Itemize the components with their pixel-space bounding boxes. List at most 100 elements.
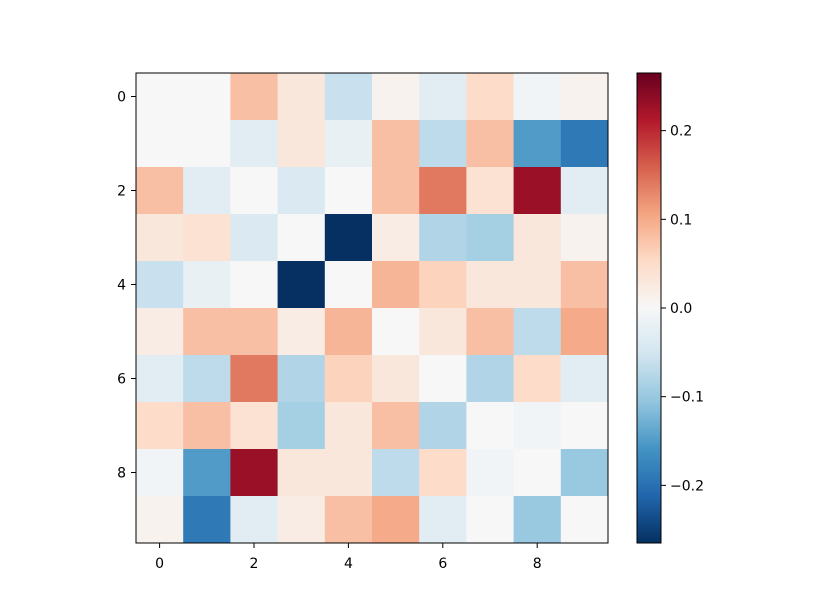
heatmap-cell bbox=[560, 73, 609, 121]
heatmap-cell bbox=[419, 214, 467, 262]
colorbar-tick-label: −0.1 bbox=[670, 390, 704, 406]
y-tick-label: 0 bbox=[117, 90, 126, 106]
heatmap-cell bbox=[466, 214, 515, 262]
colorbar-tick-label: −0.2 bbox=[670, 478, 704, 494]
colorbar bbox=[636, 72, 662, 544]
heatmap-cell bbox=[419, 308, 467, 356]
heatmap-cell bbox=[419, 496, 467, 544]
heatmap-cell bbox=[560, 214, 609, 262]
heatmap-cell bbox=[513, 73, 562, 121]
heatmap-cell bbox=[372, 449, 420, 497]
heatmap-cell bbox=[513, 167, 562, 215]
heatmap-cell bbox=[277, 120, 326, 168]
heatmap-cell bbox=[230, 214, 279, 262]
heatmap-cell bbox=[230, 449, 279, 497]
heatmap-cell bbox=[183, 496, 231, 544]
heatmap-cell bbox=[324, 73, 373, 121]
heatmap-cell bbox=[183, 261, 231, 309]
heatmap-cell bbox=[324, 261, 373, 309]
heatmap-cell bbox=[372, 308, 420, 356]
heatmap-cell bbox=[277, 214, 326, 262]
heatmap-cell bbox=[277, 355, 326, 403]
y-tick-label: 8 bbox=[117, 466, 126, 482]
heatmap-cell bbox=[324, 402, 373, 450]
heatmap-cell bbox=[230, 73, 279, 121]
heatmap-cell bbox=[560, 355, 609, 403]
heatmap-cell bbox=[136, 261, 184, 309]
heatmap-cell bbox=[419, 167, 467, 215]
heatmap-cell bbox=[183, 449, 231, 497]
heatmap-cell bbox=[372, 73, 420, 121]
heatmap-cell bbox=[372, 496, 420, 544]
heatmap-cell bbox=[183, 402, 231, 450]
heatmap-cell bbox=[513, 355, 562, 403]
y-tick-label: 2 bbox=[117, 184, 126, 200]
heatmap-cell bbox=[277, 261, 326, 309]
heatmap-cells bbox=[136, 73, 609, 544]
heatmap-cell bbox=[230, 167, 279, 215]
heatmap-cell bbox=[466, 355, 515, 403]
heatmap-cell bbox=[136, 120, 184, 168]
heatmap-cell bbox=[560, 120, 609, 168]
heatmap-cell bbox=[183, 214, 231, 262]
colorbar-tick-label: 0.2 bbox=[670, 124, 692, 140]
heatmap-cell bbox=[419, 402, 467, 450]
heatmap-cell bbox=[136, 449, 184, 497]
heatmap-cell bbox=[324, 214, 373, 262]
heatmap-cell bbox=[560, 402, 609, 450]
heatmap-cell bbox=[372, 261, 420, 309]
heatmap-cell bbox=[324, 496, 373, 544]
heatmap-cell bbox=[466, 120, 515, 168]
heatmap-cell bbox=[324, 120, 373, 168]
heatmap-cell bbox=[560, 261, 609, 309]
heatmap-cell bbox=[513, 261, 562, 309]
heatmap-cell bbox=[372, 167, 420, 215]
heatmap-cell bbox=[419, 449, 467, 497]
heatmap-cell bbox=[277, 73, 326, 121]
x-axis-ticks: 0 2 4 6 8 bbox=[155, 543, 542, 572]
heatmap-cell bbox=[230, 261, 279, 309]
heatmap-cell bbox=[324, 355, 373, 403]
x-tick-label: 0 bbox=[155, 556, 164, 572]
x-tick-label: 6 bbox=[438, 556, 447, 572]
heatmap-cell bbox=[136, 496, 184, 544]
heatmap-cell bbox=[513, 120, 562, 168]
heatmap-cell bbox=[466, 261, 515, 309]
heatmap-cell bbox=[230, 120, 279, 168]
heatmap-cell bbox=[183, 308, 231, 356]
heatmap-cell bbox=[419, 73, 467, 121]
heatmap-cell bbox=[513, 496, 562, 544]
x-tick-label: 2 bbox=[250, 556, 259, 572]
heatmap-cell bbox=[560, 167, 609, 215]
heatmap-cell bbox=[419, 120, 467, 168]
heatmap-cell bbox=[277, 167, 326, 215]
y-axis-ticks: 0 2 4 6 8 bbox=[117, 90, 136, 482]
heatmap-cell bbox=[513, 214, 562, 262]
heatmap-cell bbox=[466, 449, 515, 497]
heatmap-cell bbox=[372, 402, 420, 450]
heatmap-cell bbox=[183, 167, 231, 215]
y-tick-label: 4 bbox=[117, 278, 126, 294]
heatmap-cell bbox=[277, 402, 326, 450]
axes-frame bbox=[135, 72, 609, 544]
heatmap-cell bbox=[466, 496, 515, 544]
x-tick-label: 8 bbox=[533, 556, 542, 572]
colorbar-tick-label: 0.1 bbox=[670, 212, 692, 228]
heatmap-cell bbox=[136, 167, 184, 215]
heatmap-cell bbox=[513, 449, 562, 497]
heatmap-cell bbox=[513, 308, 562, 356]
heatmap-cell bbox=[372, 214, 420, 262]
heatmap-cell bbox=[136, 214, 184, 262]
heatmap-cell bbox=[466, 402, 515, 450]
heatmap-cell bbox=[183, 120, 231, 168]
heatmap-cell bbox=[419, 261, 467, 309]
heatmap-cell bbox=[560, 496, 609, 544]
heatmap-cell bbox=[183, 355, 231, 403]
heatmap-cell bbox=[324, 167, 373, 215]
heatmap-cell bbox=[466, 167, 515, 215]
heatmap-cell bbox=[277, 308, 326, 356]
heatmap-cell bbox=[513, 402, 562, 450]
heatmap-cell bbox=[183, 73, 231, 121]
heatmap-cell bbox=[136, 402, 184, 450]
